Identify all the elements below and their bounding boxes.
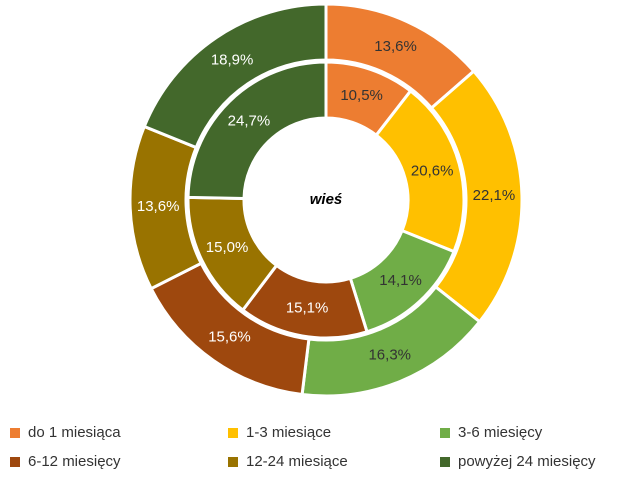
legend-swatch [10, 457, 20, 467]
data-label: 15,6% [208, 328, 251, 345]
legend-swatch [228, 457, 238, 467]
data-label: 16,3% [368, 346, 411, 363]
legend-label: do 1 miesiąca [28, 424, 121, 441]
data-label: 13,6% [374, 38, 417, 55]
data-label: 18,9% [211, 52, 254, 69]
legend-swatch [10, 428, 20, 438]
legend-label: 12-24 miesiące [246, 453, 348, 470]
legend-label: 1-3 miesiące [246, 424, 331, 441]
data-label: 15,0% [206, 239, 249, 256]
data-label: 22,1% [473, 187, 516, 204]
legend-label: powyżej 24 miesięcy [458, 453, 596, 470]
data-label: 10,5% [340, 87, 383, 104]
data-label: 14,1% [379, 272, 422, 289]
center-label: wieś [310, 191, 343, 208]
data-label: 24,7% [228, 112, 271, 129]
legend-label: 6-12 miesięcy [28, 453, 121, 470]
legend-swatch [440, 457, 450, 467]
legend-swatch [228, 428, 238, 438]
data-label: 13,6% [137, 198, 180, 215]
donut-segment [142, 2, 328, 150]
data-label: 20,6% [411, 162, 454, 179]
legend-label: 3-6 miesięcy [458, 424, 543, 441]
donut-segment [186, 60, 328, 200]
data-label: 15,1% [286, 299, 329, 316]
legend-swatch [440, 428, 450, 438]
